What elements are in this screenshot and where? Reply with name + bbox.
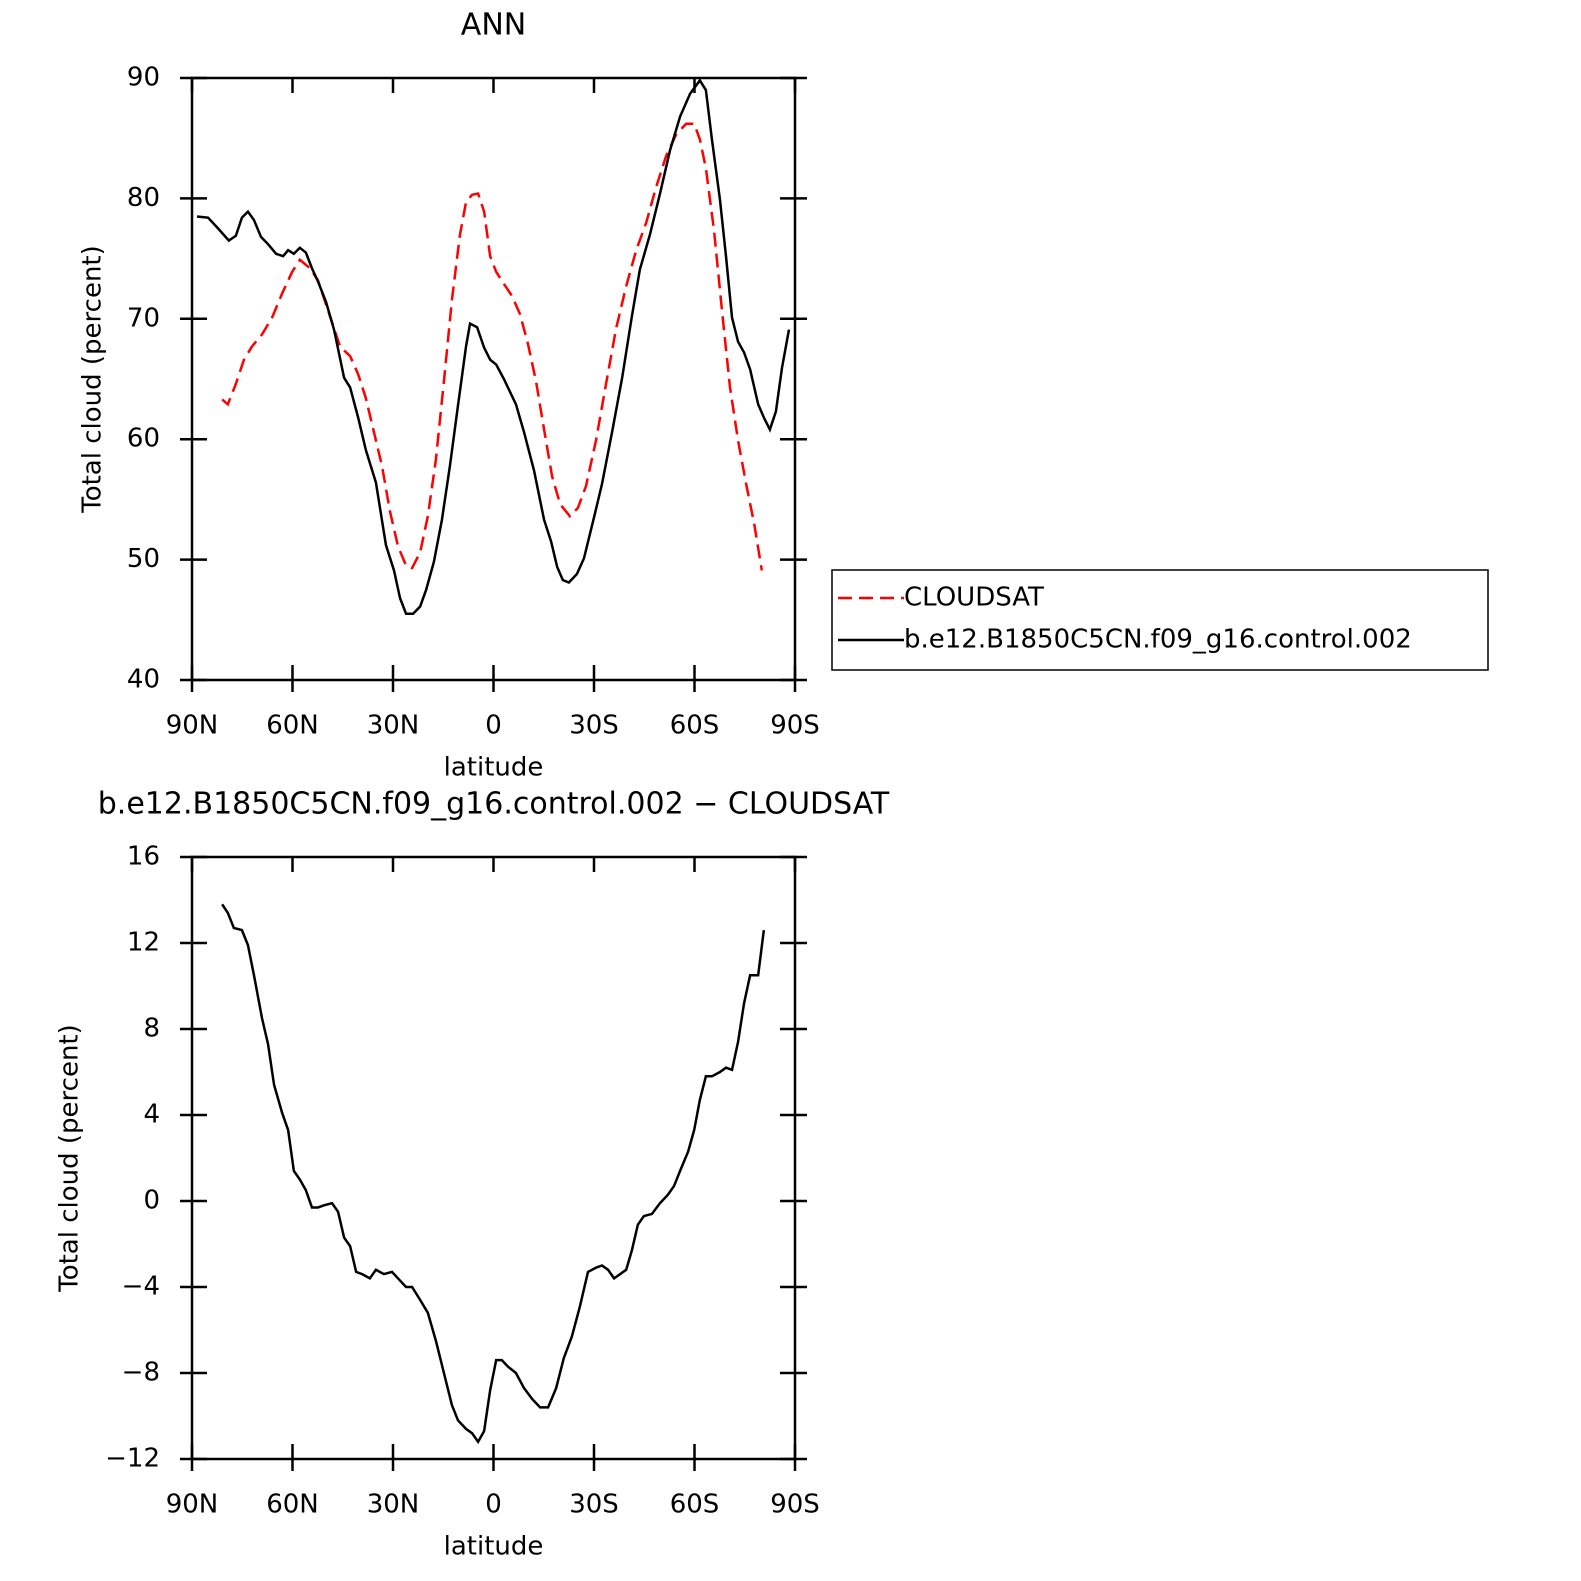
series-line [196, 78, 791, 616]
y-tick-label: 70 [127, 303, 160, 333]
x-axis-label: latitude [444, 1532, 544, 1562]
y-tick-label: 90 [127, 63, 160, 93]
plot-frame [190, 76, 797, 682]
x-tick-label: 90N [166, 1490, 219, 1520]
x-tick-label: 60N [266, 711, 319, 741]
x-tick-label: 30N [367, 711, 420, 741]
legend-label: b.e12.B1850C5CN.f09_g16.control.002 [904, 625, 1412, 655]
y-tick-label: 12 [127, 928, 160, 958]
y-tick-label: 60 [127, 424, 160, 454]
y-tick-label: 16 [127, 842, 160, 872]
y-tick-label: 80 [127, 183, 160, 213]
x-tick-label: 90N [166, 711, 219, 741]
y-axis-label: Total cloud (percent) [55, 1024, 85, 1293]
y-tick-label: 40 [127, 665, 160, 695]
y-tick-label: 4 [143, 1100, 160, 1130]
y-tick-label: 50 [127, 544, 160, 574]
x-tick-label: 0 [485, 711, 502, 741]
chart-title: b.e12.B1850C5CN.f09_g16.control.002 − CL… [98, 787, 890, 822]
x-tick-label: 90S [770, 711, 820, 741]
x-tick-label: 60N [266, 1490, 319, 1520]
legend-label: CLOUDSAT [904, 583, 1044, 613]
x-tick-label: 0 [485, 1490, 502, 1520]
series-line [221, 903, 766, 1445]
legend-box [831, 569, 1489, 671]
x-axis-label: latitude [444, 753, 544, 783]
series-line [221, 122, 764, 571]
x-tick-label: 60S [670, 1490, 720, 1520]
x-tick-label: 90S [770, 1490, 820, 1520]
x-tick-label: 30S [569, 711, 619, 741]
y-tick-label: −12 [105, 1444, 160, 1474]
y-axis-label: Total cloud (percent) [78, 245, 108, 514]
x-tick-label: 30N [367, 1490, 420, 1520]
x-tick-label: 60S [670, 711, 720, 741]
chart-title: ANN [461, 8, 526, 43]
y-tick-label: −8 [122, 1358, 160, 1388]
y-tick-label: −4 [122, 1272, 160, 1302]
plot-frame [190, 855, 797, 1461]
y-tick-label: 0 [143, 1186, 160, 1216]
x-tick-label: 30S [569, 1490, 619, 1520]
y-tick-label: 8 [143, 1014, 160, 1044]
